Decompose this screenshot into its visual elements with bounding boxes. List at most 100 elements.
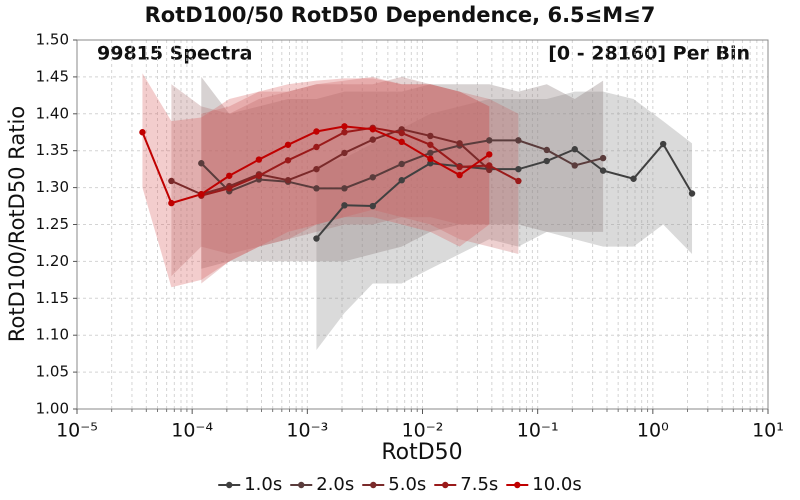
- x-tick-label: 10⁻⁴: [171, 420, 213, 442]
- annotation: [0 - 28160] Per Bin: [548, 43, 750, 65]
- legend-label: 10.0s: [532, 474, 581, 495]
- data-point: [486, 162, 493, 169]
- data-point: [226, 185, 233, 192]
- data-point: [313, 128, 320, 135]
- series-line: [201, 126, 519, 197]
- data-point: [427, 149, 434, 157]
- legend-marker: [514, 481, 521, 489]
- range-band: [171, 76, 490, 277]
- data-point: [341, 149, 348, 157]
- data-point: [486, 137, 493, 144]
- data-point: [486, 166, 493, 174]
- data-point: [427, 155, 434, 163]
- data-point: [226, 172, 233, 179]
- data-point: [398, 138, 405, 146]
- data-point: [255, 172, 263, 179]
- data-point: [284, 141, 292, 148]
- data-point: [284, 157, 292, 164]
- data-point: [139, 129, 146, 136]
- data-point: [543, 146, 550, 154]
- grid: [76, 39, 769, 410]
- data-point: [398, 160, 405, 168]
- data-point: [198, 191, 205, 198]
- series-line: [315, 142, 693, 240]
- data-point: [599, 154, 607, 162]
- data-point: [341, 202, 348, 209]
- axes: 1.00 1.05 1.10 1.15 1.20 1.25 1.30 1.35 1.40 1.45…: [36, 31, 784, 442]
- data-point: [313, 165, 320, 173]
- legend-label: 1.0s: [244, 474, 282, 495]
- range-band: [201, 76, 604, 269]
- y-tick-label: 1.50: [36, 31, 69, 49]
- data-point: [313, 235, 320, 242]
- legend-item: 10.0s: [506, 474, 582, 495]
- data-point: [688, 190, 696, 197]
- legend-marker: [226, 481, 233, 489]
- legend-label: 5.0s: [388, 474, 426, 495]
- data-point: [168, 177, 175, 185]
- legend-marker: [370, 481, 377, 489]
- data-point: [313, 185, 320, 192]
- y-tick-label: 1.10: [36, 326, 69, 344]
- data-point: [486, 151, 493, 158]
- data-point: [341, 123, 348, 130]
- data-point: [255, 156, 263, 163]
- legend-item: 2.0s: [290, 474, 354, 495]
- y-tick-label: 1.15: [36, 289, 69, 307]
- legend-item: 1.0s: [218, 474, 282, 495]
- lines: [139, 123, 696, 242]
- y-tick-label: 1.40: [36, 104, 69, 122]
- data-point: [659, 140, 667, 148]
- data-point: [398, 129, 405, 137]
- data-point: [398, 177, 405, 184]
- data-point: [369, 202, 376, 210]
- data-point: [515, 137, 522, 144]
- data-point: [198, 160, 205, 167]
- data-point: [168, 199, 175, 207]
- data-point: [456, 163, 463, 171]
- legend-label: 2.0s: [316, 474, 354, 495]
- data-point: [341, 129, 348, 136]
- x-tick-label: 10⁰: [637, 420, 669, 442]
- y-tick-label: 1.00: [36, 400, 69, 418]
- data-point: [515, 165, 522, 173]
- data-point: [599, 167, 607, 174]
- data-point: [427, 141, 434, 148]
- data-point: [427, 132, 434, 140]
- y-tick-label: 1.25: [36, 215, 69, 233]
- data-point: [515, 177, 522, 185]
- data-point: [369, 126, 376, 133]
- data-point: [369, 136, 376, 143]
- x-axis-label: RotD50: [381, 440, 462, 465]
- range-band: [316, 91, 693, 350]
- data-point: [456, 140, 463, 147]
- data-point: [313, 143, 320, 151]
- x-tick-label: 10⁻²: [402, 420, 444, 442]
- legend: 1.0s 2.0s 5.0s 7.5s 10.0s: [218, 474, 582, 495]
- data-point: [427, 160, 434, 167]
- data-point: [456, 171, 463, 179]
- y-tick-label: 1.35: [36, 141, 69, 159]
- range-band: [201, 76, 519, 284]
- data-point: [341, 185, 348, 192]
- chart-title: RotD100/50 RotD50 Dependence, 6.5≤M≤7: [145, 3, 656, 27]
- y-axis-label: RotD100/RotD50 Ratio: [5, 106, 29, 342]
- series-line: [170, 128, 490, 196]
- x-tick-label: 10¹: [752, 420, 784, 442]
- x-tick-label: 10⁻³: [286, 420, 328, 442]
- y-tick-label: 1.30: [36, 178, 69, 196]
- legend-marker: [298, 481, 305, 489]
- data-point: [571, 162, 578, 169]
- x-tick-label: 10⁻⁵: [56, 420, 98, 442]
- legend-label: 7.5s: [460, 474, 498, 495]
- bands: [142, 73, 693, 350]
- data-point: [543, 157, 550, 165]
- data-point: [571, 146, 578, 153]
- x-tick-label: 10⁻¹: [517, 420, 559, 442]
- y-tick-label: 1.20: [36, 252, 69, 270]
- data-point: [284, 177, 292, 184]
- data-point: [369, 174, 376, 181]
- data-point: [630, 175, 637, 182]
- legend-item: 5.0s: [362, 474, 426, 495]
